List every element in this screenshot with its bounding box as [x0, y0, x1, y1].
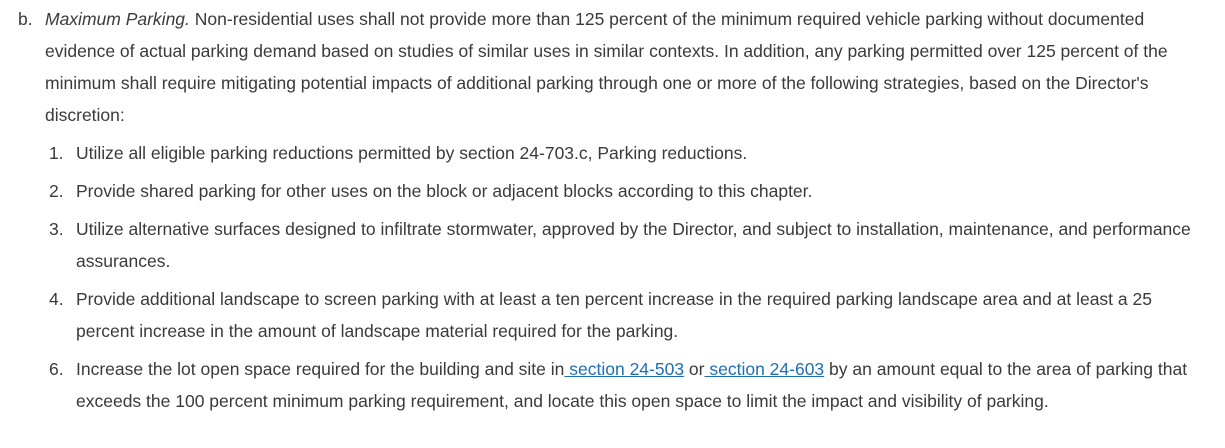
list-item-text: Provide additional landscape to screen p… [76, 289, 1152, 341]
section-term: Maximum Parking. [45, 9, 190, 29]
list-item-number: 6. [49, 359, 64, 379]
list-item-text: Provide shared parking for other uses on… [76, 181, 813, 201]
section-paragraph-text: Maximum Parking. Non-residential uses sh… [45, 3, 1213, 131]
section-marker: b. [18, 9, 33, 29]
list-item-6: 6. Increase the lot open space required … [0, 353, 1225, 417]
section-24-603-link[interactable]: section 24-603 [704, 359, 825, 379]
section-body-text: Non-residential uses shall not provide m… [45, 9, 1168, 125]
list-item-text: Utilize all eligible parking reductions … [76, 143, 748, 163]
list-item-2: 2. Provide shared parking for other uses… [0, 175, 1225, 207]
section-b-paragraph: b. Maximum Parking. Non-residential uses… [0, 3, 1225, 131]
list-item-3: 3. Utilize alternative surfaces designed… [0, 213, 1225, 277]
list-item-number: 1. [49, 143, 64, 163]
list-item-4: 4. Provide additional landscape to scree… [0, 283, 1225, 347]
strategy-list: 1. Utilize all eligible parking reductio… [0, 137, 1225, 423]
list-item-text: Utilize alternative surfaces designed to… [76, 219, 1191, 271]
list-item-text-before: Increase the lot open space required for… [76, 359, 565, 379]
list-item-number: 3. [49, 219, 64, 239]
list-item-text-after: by an amount equal to the area of parkin… [76, 359, 1188, 411]
list-item-number: 4. [49, 289, 64, 309]
list-item-number: 2. [49, 181, 64, 201]
section-24-503-link[interactable]: section 24-503 [564, 359, 685, 379]
list-item-1: 1. Utilize all eligible parking reductio… [0, 137, 1225, 169]
list-item-text: Increase the lot open space required for… [76, 353, 1207, 417]
list-item-text-mid: or [684, 359, 705, 379]
